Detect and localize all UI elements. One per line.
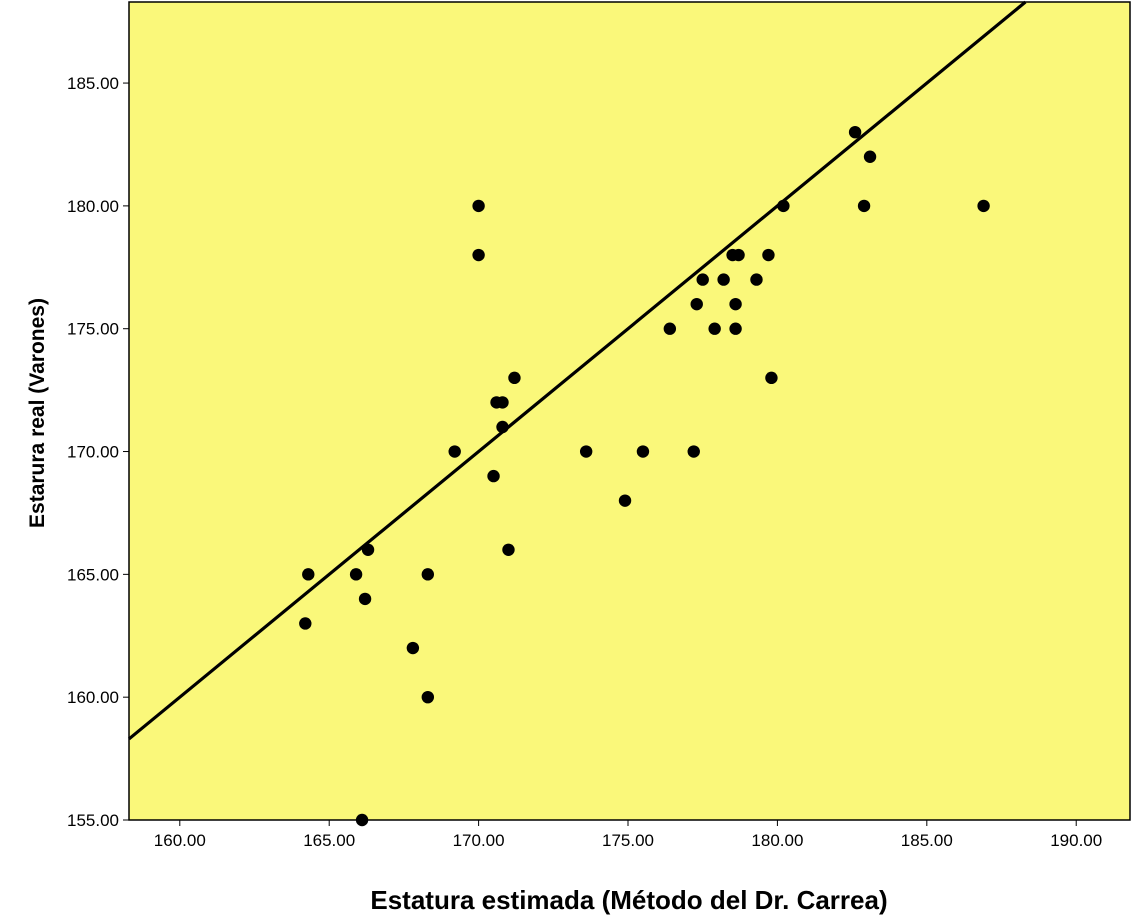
data-point xyxy=(717,273,730,286)
data-point xyxy=(579,445,593,458)
x-tick-label: 170.00 xyxy=(453,831,505,850)
reference-line-group xyxy=(127,0,1027,741)
data-point xyxy=(618,494,632,507)
x-tick-label: 160.00 xyxy=(154,831,206,850)
data-point xyxy=(687,445,700,458)
data-point xyxy=(762,248,775,262)
data-point xyxy=(765,371,778,385)
x-axis-ticks: 160.00 165.00 170.00 175.00 180.00 185.00 190.… xyxy=(154,820,1102,850)
data-point xyxy=(472,248,485,262)
data-point xyxy=(977,199,990,213)
data-point xyxy=(690,297,703,311)
plot-background xyxy=(129,2,1130,820)
data-point xyxy=(848,125,862,139)
data-point xyxy=(696,273,709,286)
x-tick-label: 165.00 xyxy=(303,831,355,850)
data-point xyxy=(750,273,763,286)
data-point xyxy=(487,469,500,483)
plot-frame-group xyxy=(128,1,1131,821)
data-point xyxy=(358,592,372,606)
data-point xyxy=(732,248,745,262)
y-tick-label: 155.00 xyxy=(67,811,119,830)
y-tick-label: 160.00 xyxy=(67,688,119,707)
y-tick-label: 175.00 xyxy=(67,320,119,339)
data-point xyxy=(663,322,677,335)
data-point xyxy=(421,568,435,581)
x-tick-label: 180.00 xyxy=(751,831,803,850)
reference-line xyxy=(127,0,1027,741)
data-point xyxy=(299,617,312,630)
data-point xyxy=(863,150,877,163)
x-tick-label: 190.00 xyxy=(1050,831,1102,850)
y-tick-label: 165.00 xyxy=(67,565,119,584)
data-point xyxy=(502,543,515,556)
x-tick-label: 175.00 xyxy=(602,831,654,850)
data-point xyxy=(729,297,742,311)
y-axis-title: Estarura real (Varones) xyxy=(26,298,49,528)
y-axis-ticks: 155.00 160.00 165.00 170.00 175.00 180.00 185.… xyxy=(67,74,129,830)
data-point xyxy=(448,445,461,458)
data-point xyxy=(472,199,485,213)
plot-frame xyxy=(128,1,1131,821)
data-point xyxy=(729,322,742,335)
data-point xyxy=(708,322,721,335)
data-point xyxy=(406,641,420,655)
data-point xyxy=(496,396,509,409)
data-point xyxy=(636,445,650,458)
data-point xyxy=(349,568,363,581)
y-tick-label: 170.00 xyxy=(67,443,119,462)
x-axis-title: Estatura estimada (Método del Dr. Carrea… xyxy=(370,885,887,915)
x-tick-label: 185.00 xyxy=(901,831,953,850)
y-tick-label: 180.00 xyxy=(67,197,119,216)
y-tick-label: 185.00 xyxy=(67,74,119,93)
data-point xyxy=(421,690,435,704)
data-point xyxy=(302,568,315,581)
data-point xyxy=(857,199,871,213)
plot-area xyxy=(129,2,1130,820)
data-point xyxy=(508,371,521,385)
